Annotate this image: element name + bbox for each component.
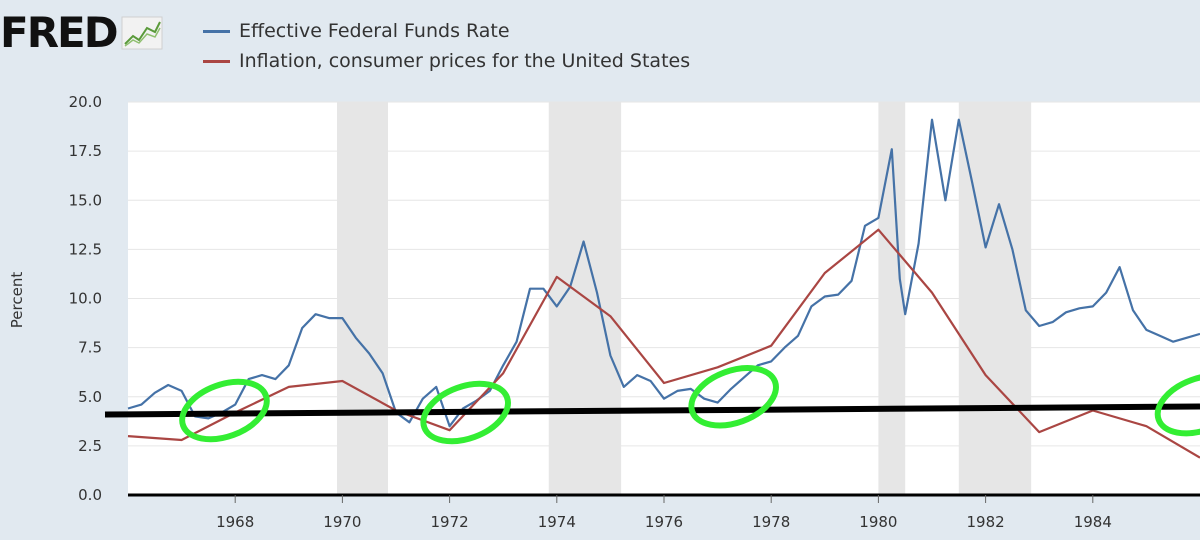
y-tick-label-2.5: 2.5 [78,437,102,455]
series-line-0 [127,118,1200,428]
x-tick-label-1978: 1978 [752,513,790,531]
y-tick-label-20.0: 20.0 [69,93,102,111]
x-tick-label-1976: 1976 [645,513,683,531]
y-tick-label-12.5: 12.5 [69,240,102,258]
legend-swatch-fed-funds [203,29,230,33]
y-tick-label-0.0: 0.0 [78,486,102,504]
line-chart-icon [121,16,163,50]
x-tick-label-1972: 1972 [431,513,469,531]
annotation-circle-2 [688,365,779,429]
annotation-horizontal-line [104,403,1200,418]
series-group [127,118,1200,459]
y-tick-label-15.0: 15.0 [69,191,102,209]
y-tick-label-7.5: 7.5 [78,339,102,357]
y-tick-label-10.0: 10.0 [69,290,102,308]
legend-item-fed-funds: Effective Federal Funds Rate [203,16,690,46]
legend-label-fed-funds: Effective Federal Funds Rate [239,20,510,42]
grid-group [128,101,1200,447]
y-tick-label-17.5: 17.5 [69,142,102,160]
x-tick-label-1982: 1982 [967,513,1005,531]
x-tick-label-1974: 1974 [538,513,576,531]
x-tick-label-1968: 1968 [216,513,254,531]
x-tick-label-1984: 1984 [1074,513,1112,531]
x-tick-label-1980: 1980 [859,513,897,531]
fred-logo: FRED [0,8,163,58]
legend-swatch-inflation [203,59,230,63]
legend-label-inflation: Inflation, consumer prices for the Unite… [239,50,691,72]
annotation-circle-3 [1154,372,1200,437]
logo-text: FRED [0,8,119,57]
y-axis-title: Percent [8,272,26,329]
series-line-1 [127,228,1200,459]
legend-item-inflation: Inflation, consumer prices for the Unite… [203,46,690,76]
y-tick-label-5.0: 5.0 [78,388,102,406]
x-tick-label-1970: 1970 [323,513,361,531]
annotation-circle-1 [420,380,511,445]
annotation-group [104,365,1200,445]
chart-legend: Effective Federal Funds Rate Inflation, … [203,16,690,76]
axis-group: 0.0 2.5 5.0 7.5 10.0 12.5 15.0 17.5 20.0 1968 1970… [69,93,1200,531]
annotation-circle-0 [179,378,270,443]
